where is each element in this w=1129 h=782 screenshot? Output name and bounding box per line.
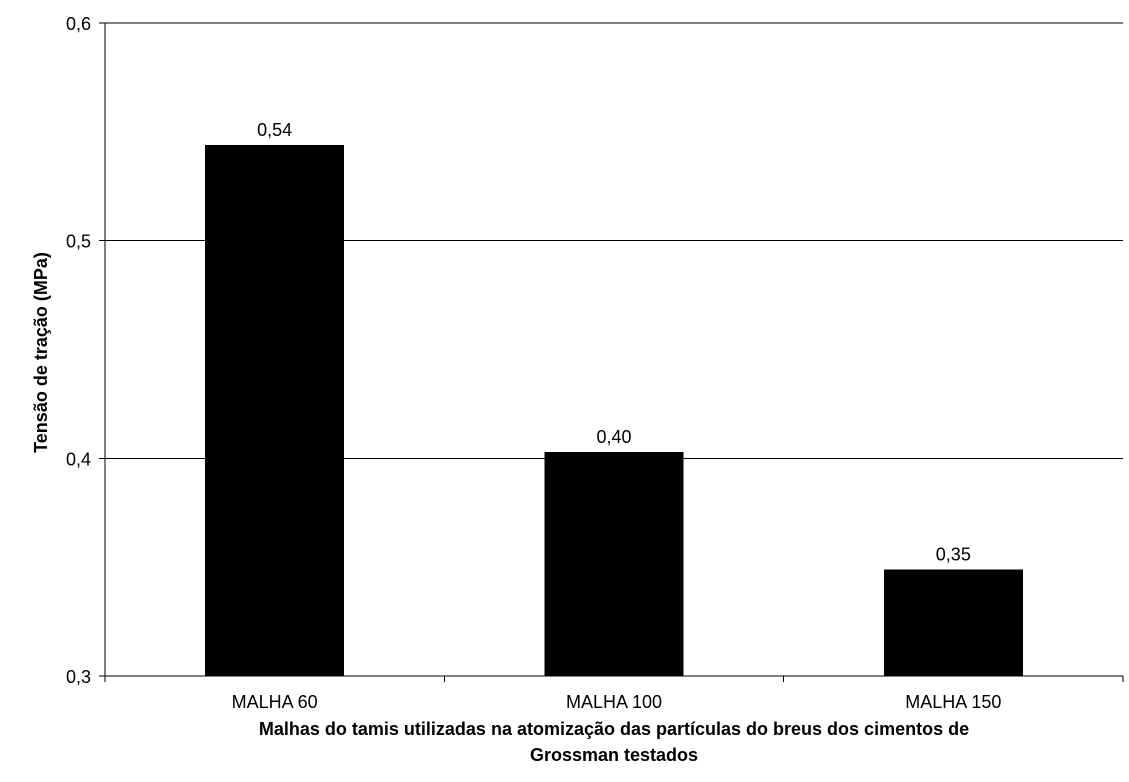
bar <box>544 451 684 676</box>
x-axis-title-line-1: Malhas do tamis utilizadas na atomização… <box>258 719 970 739</box>
bar <box>883 569 1023 676</box>
axis-layer <box>99 22 1124 682</box>
y-tick-label: 0,3 <box>66 667 91 687</box>
x-tick-label: MALHA 150 <box>905 692 1001 712</box>
y-tick-label: 0,6 <box>66 14 91 34</box>
x-tick-label: MALHA 100 <box>566 692 662 712</box>
bar <box>205 144 345 677</box>
data-label: 0,54 <box>257 120 292 140</box>
data-label: 0,40 <box>596 427 631 447</box>
x-tick-label: MALHA 60 <box>232 692 318 712</box>
y-axis-title: Tensão de tração (MPa) <box>31 252 51 453</box>
bar-layer <box>205 144 1023 677</box>
data-label: 0,35 <box>936 544 971 564</box>
y-tick-label: 0,5 <box>66 232 91 252</box>
y-tick-label: 0,4 <box>66 449 91 469</box>
x-axis-title-line-2: Grossman testados <box>529 745 699 765</box>
text-layer: 0,54 0,40 0,35 0,3 0,4 0,5 0,6 MALHA 60 MALHA 10… <box>31 14 1001 712</box>
